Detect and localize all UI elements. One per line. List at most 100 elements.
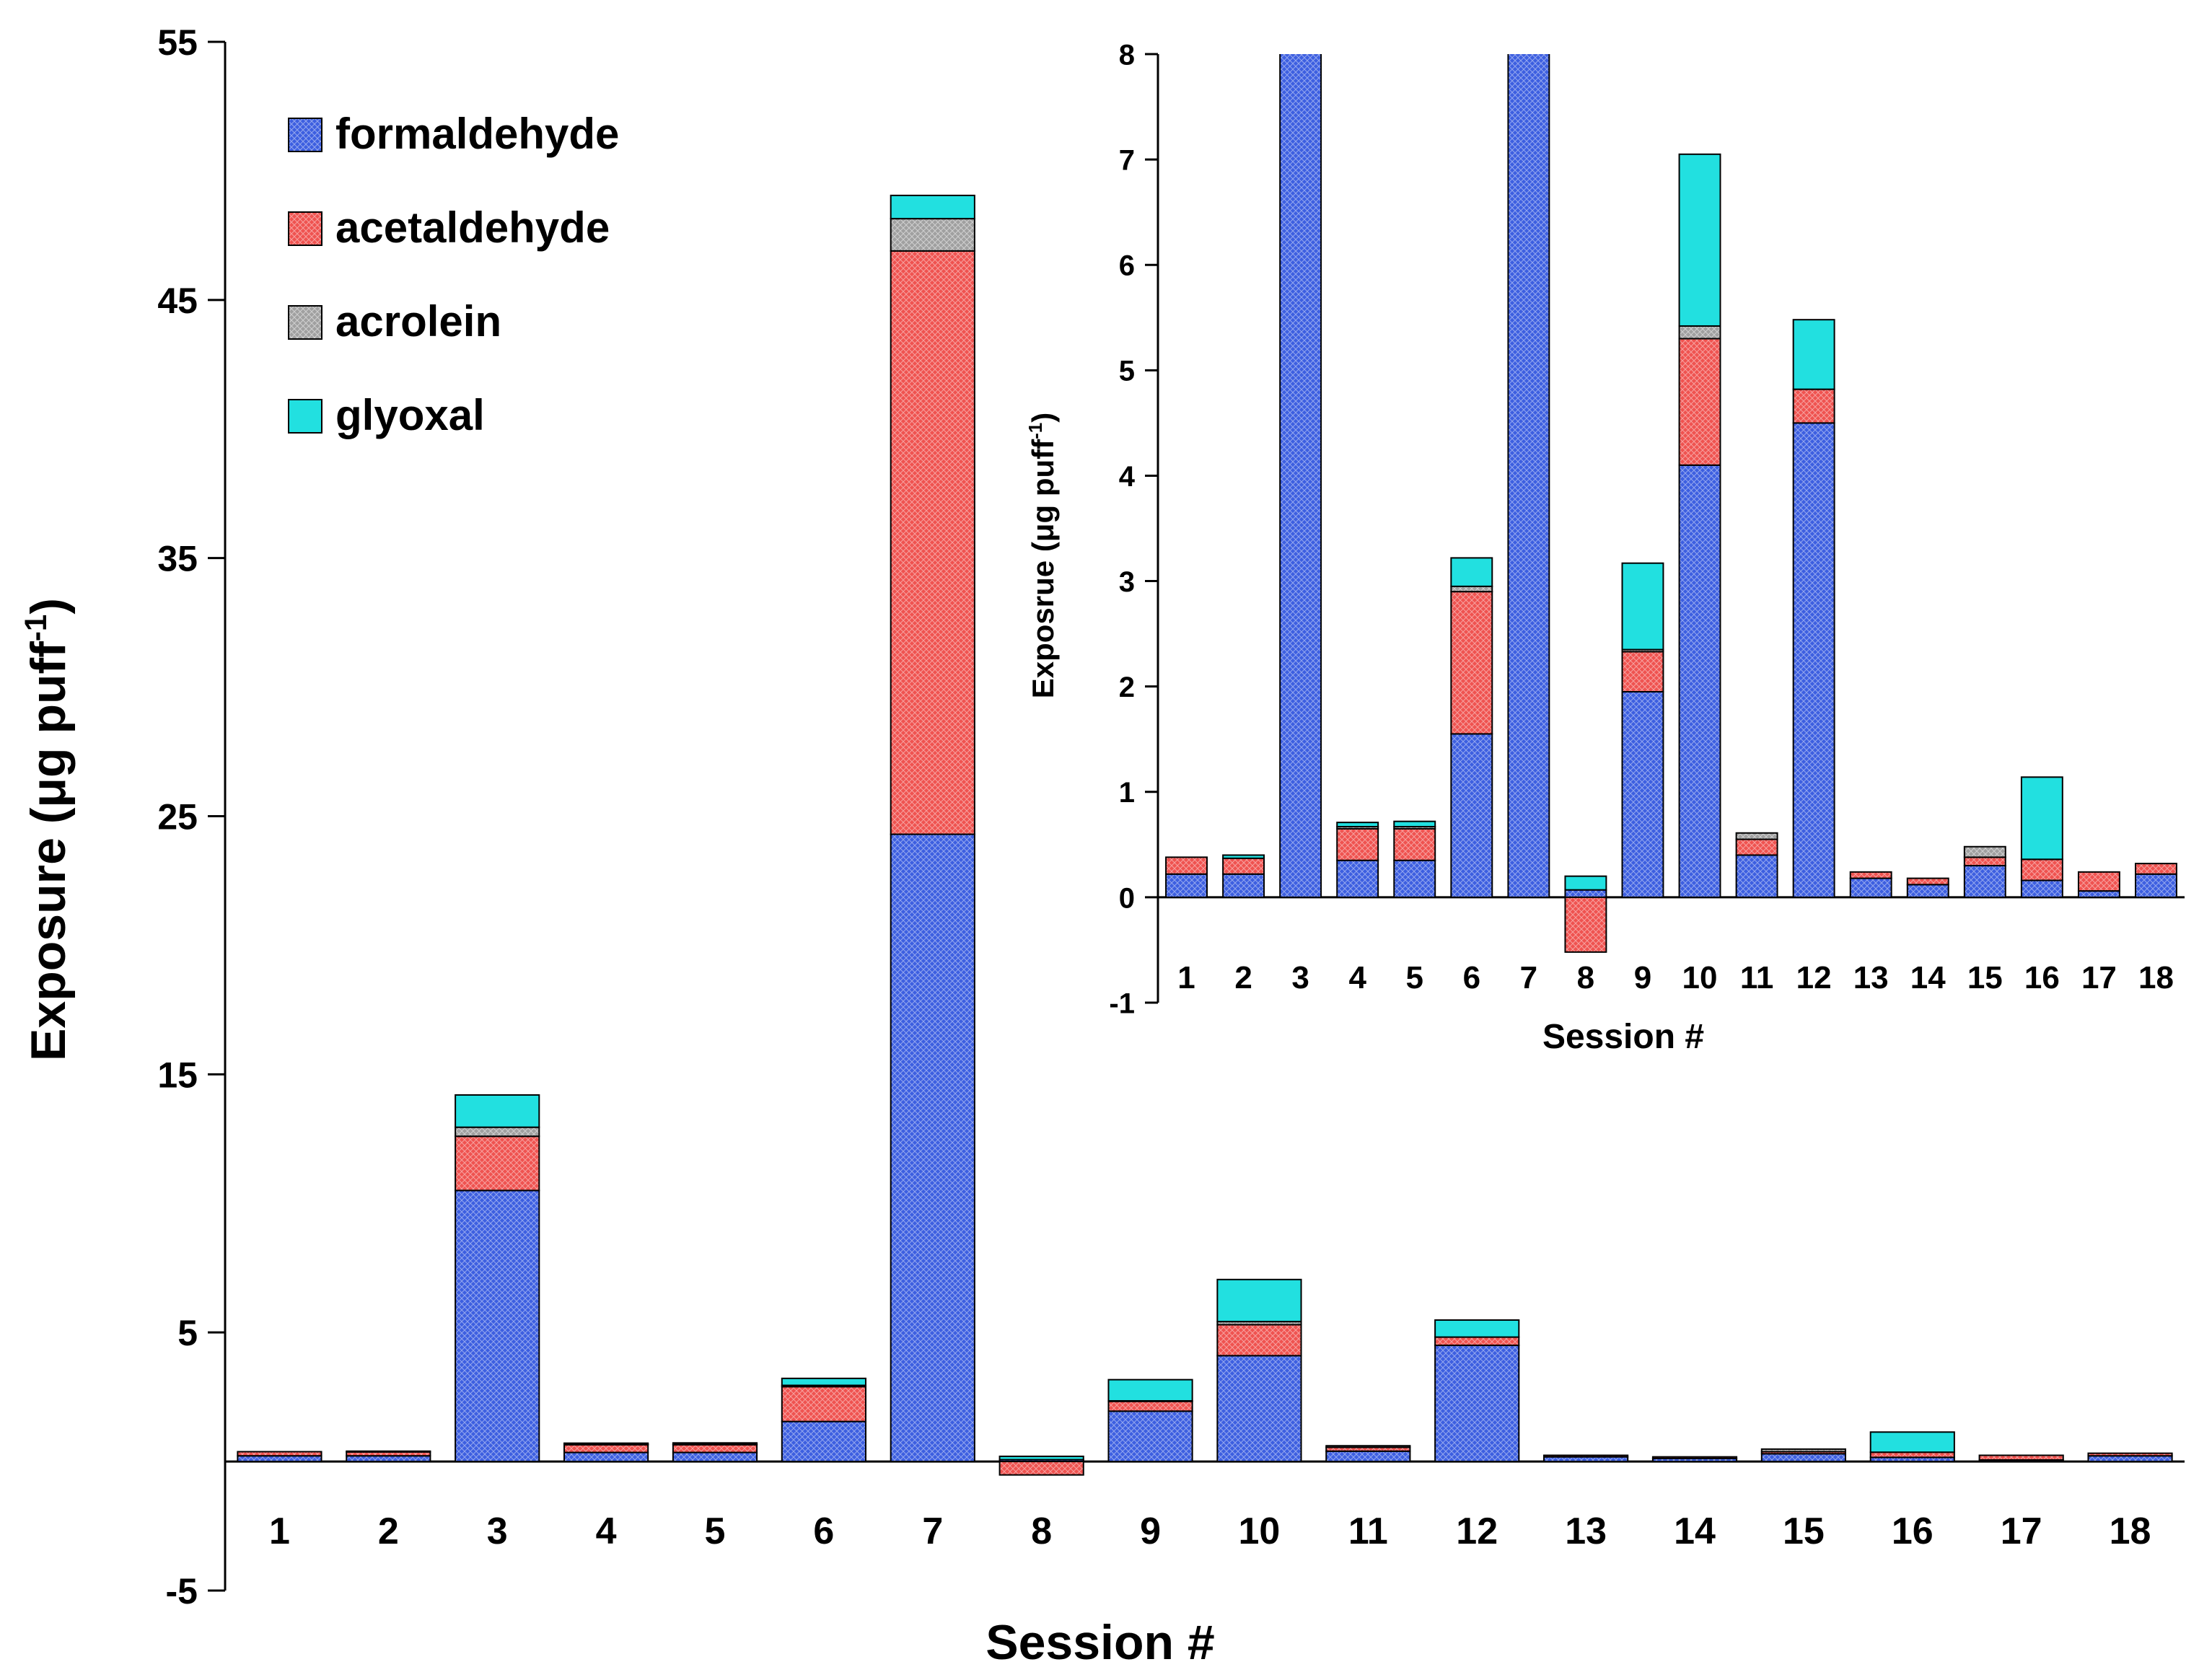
x-axis-title: Session # <box>1542 1018 1704 1056</box>
legend-swatch-formaldehyde <box>288 118 322 152</box>
bar-formaldehyde-session-11 <box>1735 854 1778 898</box>
bar-acetaldehyde-session-1 <box>237 1451 322 1457</box>
bar-acetaldehyde-session-5 <box>1393 827 1436 861</box>
bar-acrolein-session-6 <box>1450 585 1493 593</box>
x-tick-label: 11 <box>1740 960 1774 995</box>
x-tick-label: 4 <box>1348 960 1366 995</box>
y-tick-label: 5 <box>1119 356 1135 387</box>
legend-label-formaldehyde: formaldehyde <box>335 110 619 158</box>
bar-acetaldehyde-session-12 <box>1434 1336 1520 1347</box>
y-axis-title-main: Exposure (μg puff <box>21 641 76 1061</box>
bar-glyoxal-session-7 <box>890 194 975 220</box>
y-tick-label: 1 <box>1119 777 1135 809</box>
bar-formaldehyde-session-12 <box>1434 1345 1520 1463</box>
x-tick-label: 13 <box>1565 1510 1607 1552</box>
y-tick-label: 35 <box>157 539 198 579</box>
bar-glyoxal-session-8 <box>998 1455 1084 1461</box>
y-tick-label: -1 <box>1109 988 1135 1019</box>
bar-acrolein-session-3 <box>455 1126 540 1138</box>
x-tick-label: 18 <box>2138 960 2174 995</box>
bar-acetaldehyde-session-5 <box>672 1443 758 1453</box>
x-tick-label: 7 <box>1520 960 1537 995</box>
bar-formaldehyde-session-7 <box>890 833 975 1463</box>
x-tick-label: 3 <box>1291 960 1309 995</box>
bar-formaldehyde-session-10 <box>1678 464 1721 898</box>
bar-acetaldehyde-session-18 <box>2087 1452 2173 1457</box>
x-tick-label: 9 <box>1634 960 1651 995</box>
bar-acetaldehyde-session-10 <box>1216 1324 1302 1357</box>
bar-formaldehyde-session-8 <box>1564 889 1607 898</box>
bar-formaldehyde-session-11 <box>1325 1450 1411 1463</box>
bar-acetaldehyde-session-2 <box>1222 857 1265 875</box>
bar-glyoxal-session-3 <box>455 1094 540 1128</box>
bar-glyoxal-session-6 <box>781 1377 866 1386</box>
bars <box>237 194 2173 1476</box>
y-axis-title-superscript: -1 <box>1024 423 1046 439</box>
y-tick-label: 0 <box>1119 882 1135 914</box>
bar-formaldehyde-session-13 <box>1849 877 1892 898</box>
bar-glyoxal-session-12 <box>1434 1319 1520 1338</box>
bar-formaldehyde-session-10 <box>1216 1355 1302 1463</box>
bar-glyoxal-session-6 <box>1450 557 1493 587</box>
bar-acetaldehyde-session-14 <box>1906 877 1949 886</box>
bar-acetaldehyde-session-9 <box>1107 1400 1193 1412</box>
bar-acetaldehyde-session-3 <box>455 1135 540 1192</box>
bar-formaldehyde-session-4 <box>563 1451 649 1463</box>
x-tick-label: 10 <box>1239 1510 1281 1552</box>
x-tick-label: 6 <box>1463 960 1480 995</box>
bar-acetaldehyde-session-4 <box>563 1443 649 1453</box>
bar-glyoxal-session-9 <box>1621 562 1664 651</box>
bar-formaldehyde-session-1 <box>1165 873 1208 898</box>
bar-formaldehyde-session-4 <box>1336 859 1379 898</box>
x-tick-label: 6 <box>813 1510 834 1552</box>
bar-acetaldehyde-session-8 <box>1564 896 1607 953</box>
y-tick-label: 5 <box>177 1313 198 1353</box>
x-tick-label: 5 <box>705 1510 726 1552</box>
bar-acetaldehyde-session-1 <box>1165 856 1208 875</box>
bar-acetaldehyde-session-10 <box>1678 338 1721 466</box>
x-tick-label: 7 <box>922 1510 943 1552</box>
bar-formaldehyde-session-16 <box>2020 879 2063 898</box>
bar-formaldehyde-session-15 <box>1760 1453 1846 1463</box>
y-tick-label: 8 <box>1119 39 1135 71</box>
bar-formaldehyde-session-2 <box>346 1455 431 1463</box>
bar-formaldehyde-session-9 <box>1621 690 1664 898</box>
bar-acetaldehyde-session-4 <box>1336 827 1379 861</box>
bar-formaldehyde-session-1 <box>237 1455 322 1463</box>
bar-acetaldehyde-session-6 <box>1450 591 1493 735</box>
bar-glyoxal-session-2 <box>1222 854 1265 859</box>
y-axis-title: Exposrue (μg puff-1) <box>1024 413 1060 699</box>
x-tick-label: 14 <box>1910 960 1946 995</box>
y-tick-label: 6 <box>1119 250 1135 282</box>
bar-formaldehyde-session-2 <box>1222 873 1265 898</box>
y-axis-title-close: ) <box>21 598 76 615</box>
bar-glyoxal-session-16 <box>1869 1431 1955 1453</box>
bar-glyoxal-session-16 <box>2020 776 2063 861</box>
bar-glyoxal-session-10 <box>1678 153 1721 327</box>
x-tick-label: 16 <box>2024 960 2060 995</box>
bar-formaldehyde-session-3 <box>1279 54 1322 898</box>
bar-formaldehyde-session-5 <box>672 1451 758 1463</box>
x-tick-label: 12 <box>1456 1510 1498 1552</box>
bar-glyoxal-session-10 <box>1216 1278 1302 1323</box>
legend: formaldehyde acetaldehyde acrolein glyoxal <box>288 110 619 439</box>
x-tick-label: 2 <box>378 1510 399 1552</box>
x-tick-label: 16 <box>1892 1510 1934 1552</box>
bar-glyoxal-session-12 <box>1792 319 1835 390</box>
y-tick-label: 3 <box>1119 566 1135 598</box>
x-tick-label: 12 <box>1796 960 1832 995</box>
x-tick-label: 8 <box>1577 960 1594 995</box>
bar-formaldehyde-session-18 <box>2087 1455 2173 1463</box>
bar-formaldehyde-session-6 <box>781 1420 866 1463</box>
x-tick-label: 14 <box>1674 1510 1716 1552</box>
y-tick-label: -5 <box>166 1571 198 1611</box>
x-tick-label: 11 <box>1348 1510 1388 1552</box>
bar-acetaldehyde-session-13 <box>1849 871 1892 879</box>
bar-glyoxal-session-5 <box>1393 820 1436 827</box>
bar-formaldehyde-session-12 <box>1792 422 1835 898</box>
bar-acetaldehyde-session-15 <box>1963 856 2006 867</box>
x-tick-label: 4 <box>596 1510 617 1552</box>
